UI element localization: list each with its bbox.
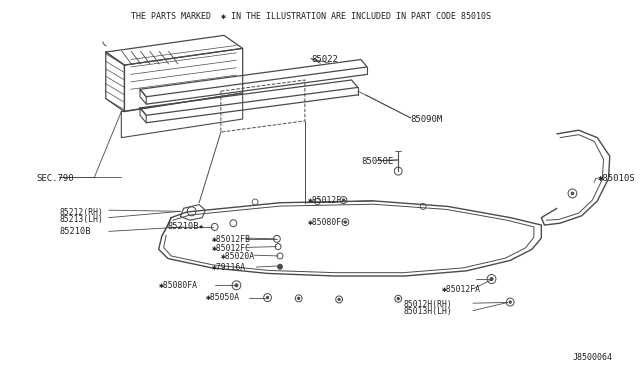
Text: 85012H(RH): 85012H(RH): [403, 300, 452, 309]
Text: 85050E: 85050E: [361, 157, 393, 166]
Circle shape: [266, 296, 269, 299]
Text: SEC.790: SEC.790: [36, 174, 74, 183]
Text: ✱85012FA: ✱85012FA: [442, 285, 481, 294]
Text: ✱85012F: ✱85012F: [308, 196, 342, 205]
Text: ✱85080F: ✱85080F: [308, 218, 342, 227]
Circle shape: [235, 284, 238, 287]
Text: ✱85080FA: ✱85080FA: [159, 281, 198, 290]
Circle shape: [344, 221, 346, 223]
Text: J8500064: J8500064: [573, 353, 613, 362]
Text: ✱85012FB: ✱85012FB: [212, 235, 250, 244]
Text: ✱85020A: ✱85020A: [221, 252, 255, 261]
Text: ✱85050A: ✱85050A: [205, 293, 239, 302]
Text: 85212(RH): 85212(RH): [59, 208, 103, 217]
Text: 85022: 85022: [311, 55, 338, 64]
Circle shape: [278, 264, 282, 269]
Circle shape: [338, 298, 340, 301]
Text: ✱85010S: ✱85010S: [597, 174, 635, 183]
Text: ✱85012FC: ✱85012FC: [212, 244, 250, 253]
Circle shape: [509, 301, 511, 303]
Circle shape: [490, 278, 493, 280]
Circle shape: [342, 199, 344, 201]
Circle shape: [298, 297, 300, 299]
Text: 85210B★: 85210B★: [168, 222, 205, 231]
Text: 85213(LH): 85213(LH): [59, 215, 103, 224]
Text: ✱79116A: ✱79116A: [212, 263, 246, 272]
Circle shape: [397, 298, 399, 300]
Text: 85090M: 85090M: [411, 115, 443, 124]
Text: 85013H(LH): 85013H(LH): [403, 307, 452, 316]
Text: 85210B: 85210B: [59, 227, 91, 236]
Circle shape: [571, 192, 574, 195]
Text: THE PARTS MARKED  ✱ IN THE ILLUSTRATION ARE INCLUDED IN PART CODE 85010S: THE PARTS MARKED ✱ IN THE ILLUSTRATION A…: [131, 12, 491, 21]
